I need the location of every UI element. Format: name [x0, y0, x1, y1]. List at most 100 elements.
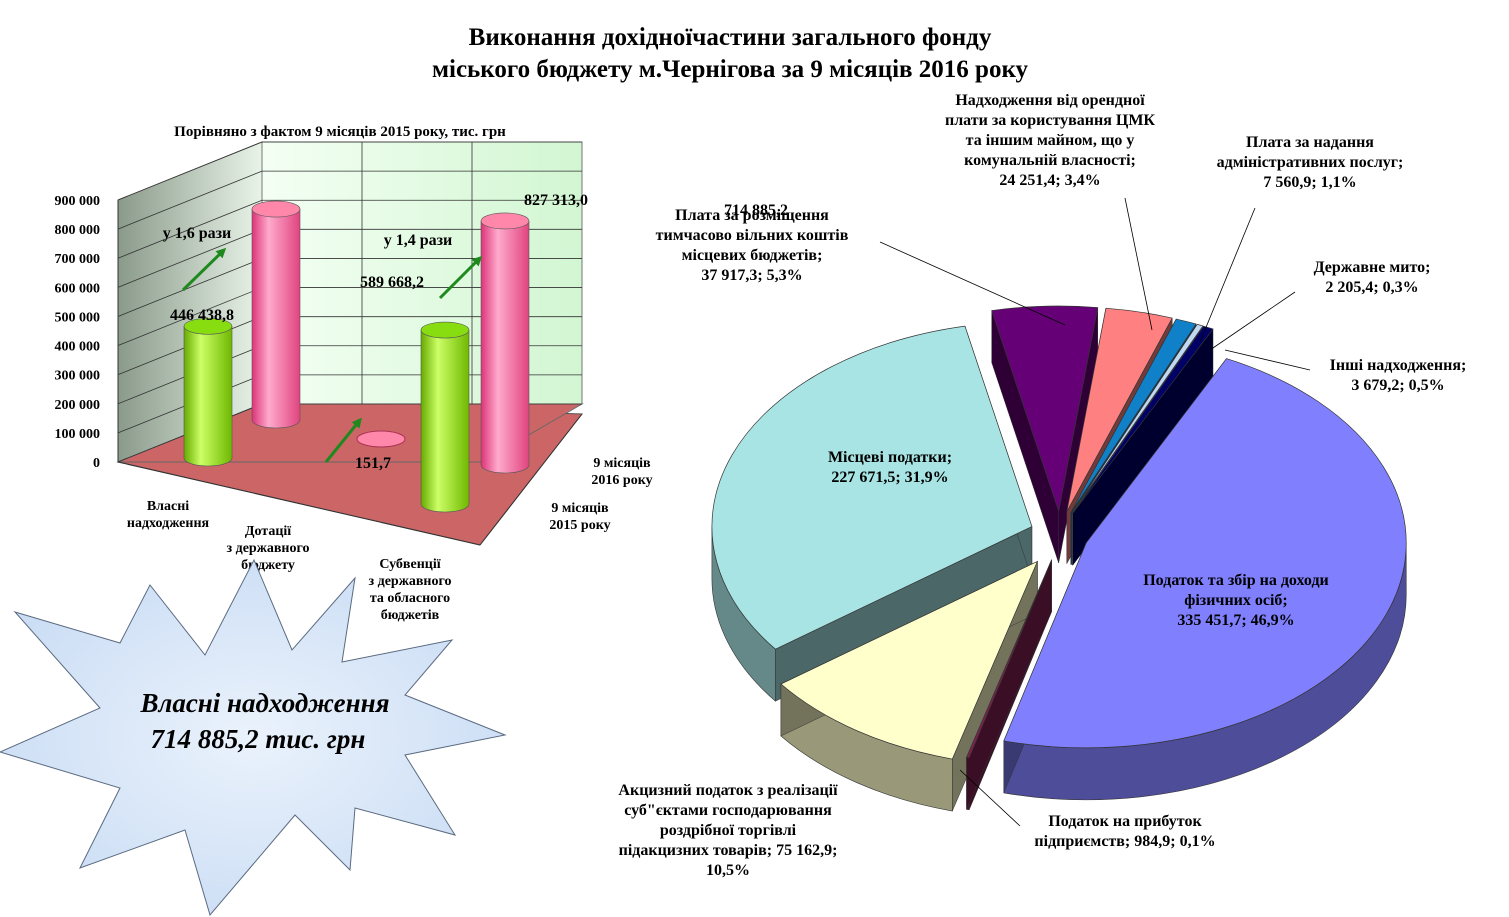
pie-slice [966, 559, 1052, 811]
category-label: Субвенції з державного та обласного бюджеті… [369, 557, 452, 623]
bar-2015 [183, 318, 233, 467]
category-label-line: з державного [227, 541, 310, 556]
series-label-line: 2016 року [591, 473, 652, 488]
pie-label-line: Місцеві податки; [828, 449, 952, 466]
y-tick-label: 300 000 [55, 369, 101, 384]
pie-label-line: 7 560,9; 1,1% [1263, 174, 1356, 191]
growth-annotation: у 1,4 рази [384, 232, 453, 249]
y-tick-label: 800 000 [55, 223, 101, 238]
depth-axis [479, 413, 583, 546]
bar-chart: 0 100 000 200 000 300 000 400 000 500 000 600 … [55, 141, 788, 623]
pie-label-line: Інші надходження; [1330, 357, 1467, 374]
cylinder-body [183, 326, 233, 467]
data-label: 446 438,8 [170, 307, 234, 324]
pie-label: Плата за надання адміністративних послуг;… [1217, 134, 1404, 191]
pie-slice-top [991, 305, 1099, 513]
pie-slice [1003, 357, 1407, 801]
pie-label-line: роздрібної торгівлі [660, 822, 797, 839]
pie-label-line: тимчасово вільних коштів [656, 227, 849, 244]
pie-label: Державне мито; 2 205,4; 0,3% [1314, 259, 1431, 296]
category-label-line: Дотації [245, 524, 291, 539]
y-tick-label: 700 000 [55, 252, 101, 267]
y-tick-label: 900 000 [55, 194, 101, 209]
pie-label-line: 3 679,2; 0,5% [1351, 377, 1444, 394]
bar-2016 [480, 212, 530, 474]
bar-2016 [356, 430, 406, 448]
data-label: 714 885,2 [724, 202, 788, 219]
y-tick-label: 500 000 [55, 310, 101, 325]
y-tick-label: 400 000 [55, 340, 101, 355]
pie-label-line: суб"єктами господарювання [624, 802, 832, 819]
pie-label: Плата за розміщення тимчасово вільних кош… [656, 207, 849, 284]
pie-label-line: 335 451,7; 46,9% [1177, 612, 1294, 629]
gridline [117, 141, 582, 201]
main-title-line-1: Виконання дохідноїчастини загального фон… [468, 24, 992, 51]
growth-arrow [181, 247, 227, 292]
cylinder-top [480, 212, 530, 230]
series-label-line: 2015 року [549, 518, 610, 533]
callout-burst: Власні надходження 714 885,2 тис. грн [0, 558, 507, 917]
gridline [117, 170, 582, 230]
pie-label: Надходження від орендної плати за користу… [945, 92, 1155, 189]
growth-arrow [438, 255, 483, 300]
pie-label-line: 2 205,4; 0,3% [1325, 279, 1418, 296]
pie-label-line: Податок на прибуток [1048, 813, 1202, 830]
category-label-line: надходження [127, 516, 210, 531]
bar-chart-subtitle: Порівняно з фактом 9 місяців 2015 року, … [174, 124, 506, 140]
gridline [117, 199, 582, 259]
bar-2016 [251, 200, 301, 429]
pie-slice [780, 560, 1039, 812]
pie-label: Акцизний податок з реалізації суб"єктами … [618, 782, 838, 879]
cylinder-top [356, 430, 406, 448]
pie-slice-top [780, 560, 1039, 760]
pie-label: Місцеві податки; 227 671,5; 31,9% [828, 449, 952, 486]
pie-label-line: Плата за розміщення [675, 207, 829, 224]
data-label: 151,7 [355, 455, 391, 472]
pie-label-line: фізичних осіб; [1184, 592, 1288, 609]
category-axis [117, 461, 481, 546]
data-label: 589 668,2 [360, 274, 424, 291]
pie-slice [1072, 325, 1214, 567]
pie-leader-line [1124, 197, 1153, 331]
pie-label-line: Податок та збір на доходи [1143, 572, 1329, 589]
pie-label-line: 227 671,5; 31,9% [831, 469, 948, 486]
pie-slice-top [711, 325, 1033, 650]
pie-label-line: Державне мито; [1314, 259, 1431, 276]
category-label-line: Субвенції [379, 557, 440, 572]
pie-label-line: 10,5% [706, 862, 750, 879]
pie-leader-line [879, 241, 1066, 326]
pie-label-line: плати за користування ЦМК [945, 112, 1155, 129]
pie-slice-top [966, 559, 1052, 759]
pie-slice-top [1070, 318, 1197, 513]
callout-line-2: 714 885,2 тис. грн [151, 724, 366, 754]
series-label-line: 9 місяців [551, 501, 609, 516]
callout-line-1: Власні надходження [139, 688, 389, 718]
data-label: 827 313,0 [524, 192, 588, 209]
pie-label-line: та іншим майном, що у [966, 132, 1135, 149]
pie-label-line: 24 251,4; 3,4% [999, 172, 1100, 189]
pie-label: Інші надходження; 3 679,2; 0,5% [1330, 357, 1467, 394]
category-label: Дотації з державного бюджету [227, 524, 310, 573]
pie-label-line: підакцизних товарів; 75 162,9; [619, 842, 838, 859]
series-label: 9 місяців 2016 року [591, 456, 652, 488]
category-label-line: бюджетів [381, 608, 440, 623]
series-label: 9 місяців 2015 року [549, 501, 610, 533]
cylinder-top [183, 318, 233, 335]
cylinder-body [251, 208, 301, 429]
cylinder-top [420, 321, 470, 339]
main-title: Виконання дохідноїчастини загального фон… [300, 22, 1160, 86]
pie-slice-top [1071, 323, 1204, 514]
category-label-line: з державного [369, 574, 452, 589]
category-label-line: Власні [147, 499, 189, 514]
bar-2015 [420, 321, 470, 513]
pie-label-line: 37 917,3; 5,3% [701, 267, 802, 284]
pie-slice-top [1066, 307, 1173, 512]
pie-label: Податок на прибуток підприємств; 984,9; 0… [1034, 813, 1215, 850]
pie-label-line: місцевих бюджетів; [682, 247, 823, 264]
pie-label: Податок та збір на доходи фізичних осіб; 3… [1143, 572, 1329, 629]
y-tick-label: 0 [93, 456, 100, 471]
pie-leader-line [1199, 207, 1256, 343]
category-label: Власні надходження [127, 499, 210, 531]
